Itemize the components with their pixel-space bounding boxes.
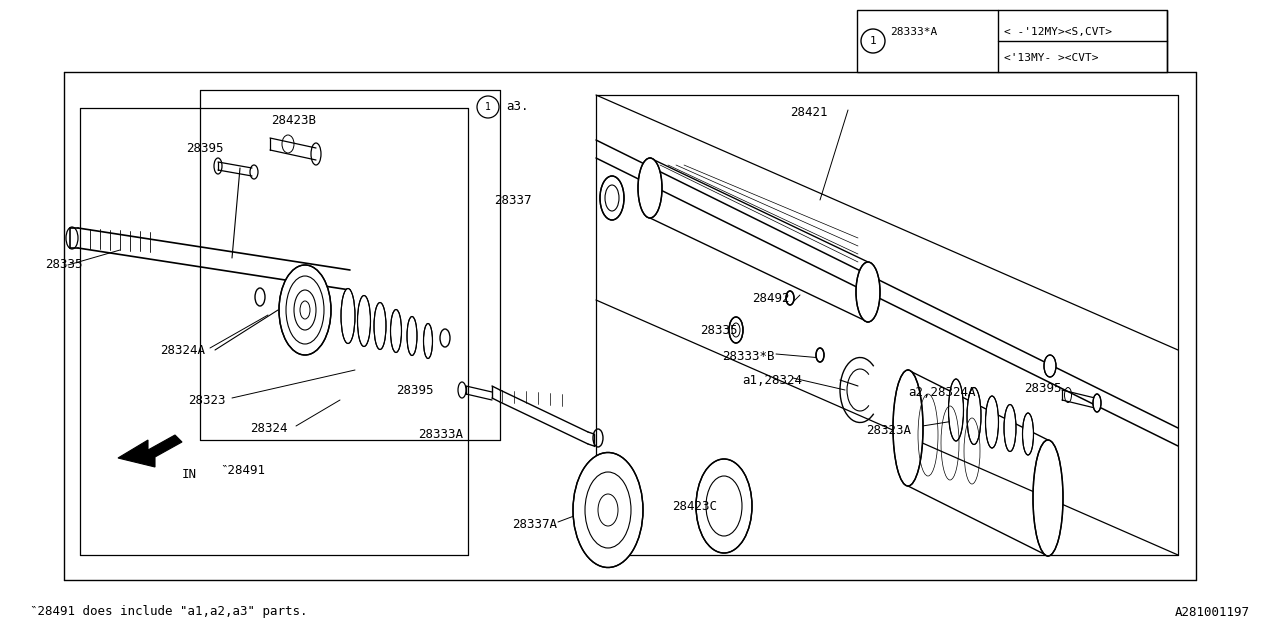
Ellipse shape [357, 296, 370, 346]
Bar [858, 10, 1167, 72]
Text: 1: 1 [869, 36, 877, 46]
Ellipse shape [696, 459, 753, 553]
Text: 1: 1 [485, 102, 492, 112]
Ellipse shape [856, 262, 881, 322]
Text: 28423C: 28423C [672, 499, 717, 513]
Polygon shape [118, 435, 182, 467]
Text: ‶28491: ‶28491 [220, 463, 265, 477]
Text: 28337: 28337 [494, 193, 531, 207]
Ellipse shape [1023, 413, 1033, 455]
Text: 28335: 28335 [700, 323, 737, 337]
Ellipse shape [424, 323, 433, 358]
Ellipse shape [817, 348, 824, 362]
Text: 28323A: 28323A [867, 424, 911, 436]
Ellipse shape [279, 265, 332, 355]
Ellipse shape [1044, 355, 1056, 377]
Text: 28333A: 28333A [419, 428, 463, 440]
Text: IN: IN [182, 468, 197, 481]
Ellipse shape [637, 158, 662, 218]
Text: 28395: 28395 [1024, 381, 1061, 394]
Ellipse shape [948, 379, 964, 441]
Ellipse shape [986, 396, 998, 448]
Text: 28337A: 28337A [512, 518, 557, 531]
Text: 28323: 28323 [188, 394, 225, 406]
Ellipse shape [966, 387, 980, 445]
Text: 28324: 28324 [250, 422, 288, 435]
Ellipse shape [1004, 404, 1016, 451]
Text: 28421: 28421 [790, 106, 827, 118]
Text: a1,28324: a1,28324 [742, 374, 803, 387]
Ellipse shape [893, 370, 923, 486]
Text: 28335: 28335 [45, 259, 82, 271]
Text: < -'12MY><S,CVT>: < -'12MY><S,CVT> [1004, 27, 1112, 37]
Text: A281001197: A281001197 [1175, 605, 1251, 618]
Ellipse shape [573, 452, 643, 568]
Ellipse shape [407, 317, 417, 355]
Text: 28333*A: 28333*A [890, 27, 937, 37]
Text: 28333*B: 28333*B [722, 349, 774, 362]
Text: ‶28491 does include "a1,a2,a3" parts.: ‶28491 does include "a1,a2,a3" parts. [29, 605, 307, 618]
Ellipse shape [1033, 440, 1062, 556]
Ellipse shape [374, 303, 387, 349]
Text: a2,28324A: a2,28324A [908, 387, 975, 399]
Ellipse shape [786, 291, 794, 305]
Ellipse shape [600, 176, 625, 220]
Ellipse shape [340, 289, 355, 344]
Text: 28423B: 28423B [271, 113, 316, 127]
Ellipse shape [1093, 394, 1101, 412]
Text: 28492: 28492 [753, 291, 790, 305]
Text: 28395: 28395 [396, 383, 434, 397]
Text: <'13MY- ><CVT>: <'13MY- ><CVT> [1004, 53, 1098, 63]
Ellipse shape [730, 317, 742, 343]
Text: 28395: 28395 [186, 141, 224, 154]
Ellipse shape [390, 310, 402, 353]
Text: a3.: a3. [506, 100, 529, 113]
Text: 28324A: 28324A [160, 344, 205, 356]
